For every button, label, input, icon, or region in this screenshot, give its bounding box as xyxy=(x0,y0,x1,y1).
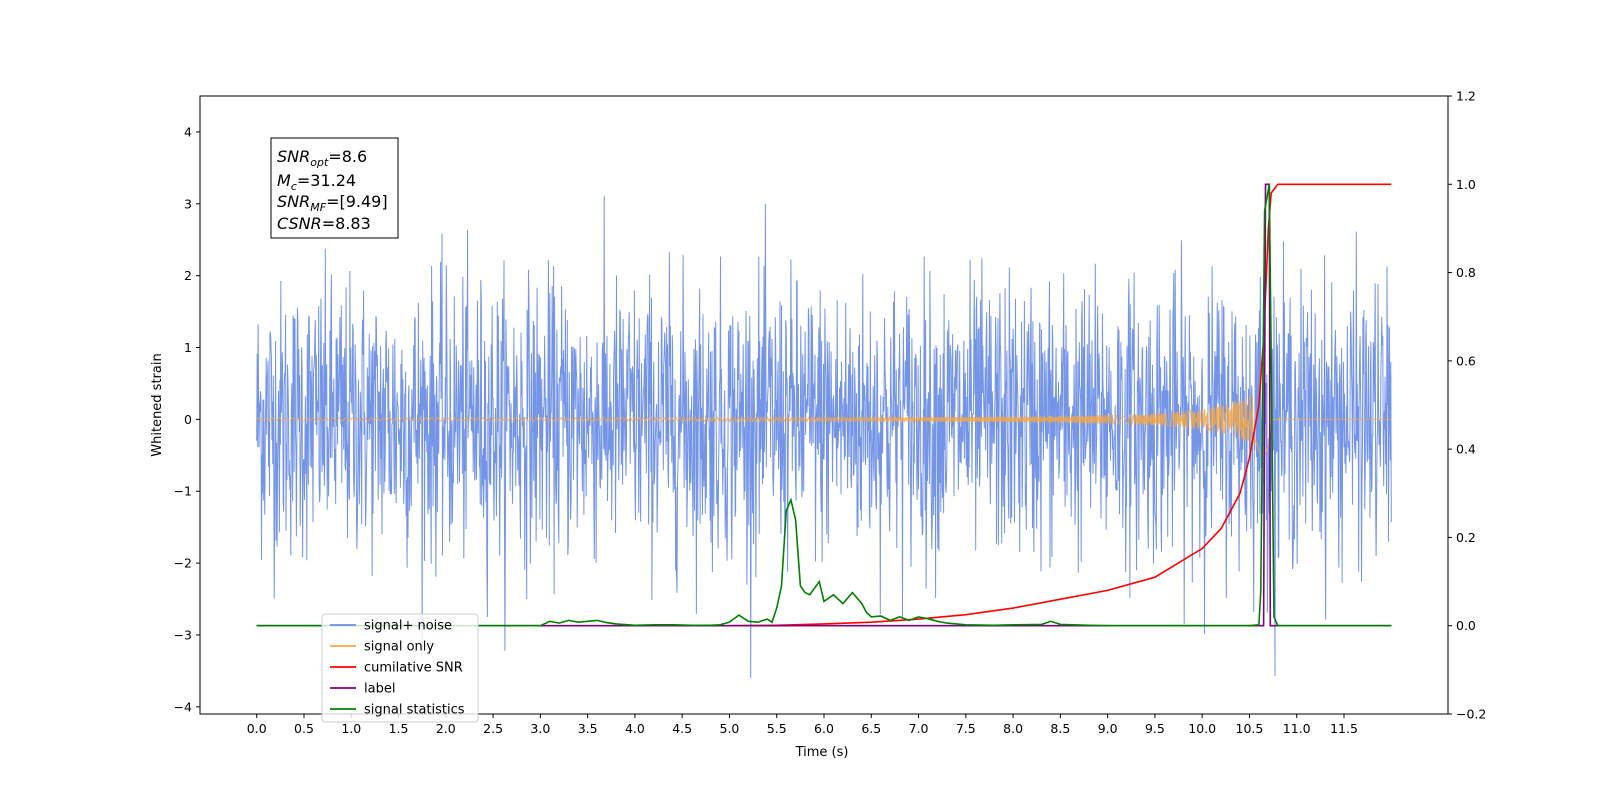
y2-tick-label: 0.0 xyxy=(1456,618,1476,633)
y-axis-label: Whitened strain xyxy=(150,353,165,456)
series-cumilative-snr-line xyxy=(729,183,1392,627)
y-tick-label: 1 xyxy=(184,340,192,355)
series-signal-noise-line xyxy=(256,195,1392,679)
y2-tick-label: 0.4 xyxy=(1456,442,1476,457)
y2-tick-label: −0.2 xyxy=(1456,707,1486,722)
x-tick-label: 8.5 xyxy=(1050,721,1070,736)
annotation-csnr: CSNR=8.83 xyxy=(277,214,371,233)
x-tick-label: 1.0 xyxy=(341,721,361,736)
x-tick-label: 8.0 xyxy=(1003,721,1023,736)
x-tick-label: 10.0 xyxy=(1188,721,1216,736)
x-tick-label: 1.5 xyxy=(389,721,409,736)
annotation-chirp-mass: Mc=31.24 xyxy=(277,171,356,193)
y2-tick-label: 1.2 xyxy=(1456,89,1476,104)
legend-label: label xyxy=(364,682,395,697)
legend-label: signal only xyxy=(364,640,434,655)
x-axis: 0.0 0.5 1.0 1.5 2.0 2.5 3.0 3.5 4.0 4.5 5.0 5.5 6.0 6… xyxy=(247,714,1358,736)
x-tick-label: 3.0 xyxy=(530,721,550,736)
x-tick-label: 4.0 xyxy=(625,721,645,736)
y-tick-label: 0 xyxy=(184,412,192,427)
series-signal-statistics-line xyxy=(256,184,1392,627)
x-tick-label: 2.0 xyxy=(436,721,456,736)
x-tick-label: 0.5 xyxy=(294,721,314,736)
x-axis-label: Time (s) xyxy=(795,745,849,760)
series-layer xyxy=(256,183,1392,679)
y-tick-label: −3 xyxy=(174,627,192,642)
legend-label: signal statistics xyxy=(364,703,465,718)
plot-area xyxy=(199,95,1449,715)
x-tick-label: 7.0 xyxy=(909,721,929,736)
legend: signal+ noise signal only cumilative SNR la… xyxy=(321,613,479,723)
x-tick-label: 5.0 xyxy=(720,721,740,736)
y-tick-label: −1 xyxy=(174,484,192,499)
y-tick-label: −2 xyxy=(174,556,192,571)
y-axis-left: 4 3 2 1 0 −1 −2 −3 −4 xyxy=(174,124,200,714)
y2-tick-label: 0.2 xyxy=(1456,530,1476,545)
annotation-snr-opt: SNRopt=8.6 xyxy=(277,147,367,169)
legend-label: signal+ noise xyxy=(364,619,452,634)
x-tick-label: 9.5 xyxy=(1145,721,1165,736)
y-tick-label: 3 xyxy=(184,196,192,211)
y-tick-label: 2 xyxy=(184,268,192,283)
x-tick-label: 3.5 xyxy=(578,721,598,736)
legend-frame xyxy=(321,613,479,723)
y2-tick-label: 0.8 xyxy=(1456,265,1476,280)
y-tick-label: −4 xyxy=(174,699,192,714)
series-signal-only-line xyxy=(256,393,1392,456)
stats-annotation-box: SNRopt=8.6 Mc=31.24 SNRMF=[9.49] CSNR=8.… xyxy=(270,137,399,239)
y-tick-label: 4 xyxy=(184,124,192,139)
annotation-snr-mf: SNRMF=[9.49] xyxy=(277,192,388,214)
x-tick-label: 5.5 xyxy=(767,721,787,736)
x-tick-label: 4.5 xyxy=(672,721,692,736)
y2-tick-label: 0.6 xyxy=(1456,353,1476,368)
x-tick-label: 6.5 xyxy=(861,721,881,736)
y2-tick-label: 1.0 xyxy=(1456,177,1476,192)
x-tick-label: 7.5 xyxy=(956,721,976,736)
x-tick-label: 11.0 xyxy=(1283,721,1311,736)
x-tick-label: 10.5 xyxy=(1236,721,1264,736)
x-tick-label: 0.0 xyxy=(247,721,267,736)
legend-label: cumilative SNR xyxy=(364,661,463,676)
x-tick-label: 6.0 xyxy=(814,721,834,736)
x-tick-label: 11.5 xyxy=(1330,721,1358,736)
x-tick-label: 9.0 xyxy=(1098,721,1118,736)
x-tick-label: 2.5 xyxy=(483,721,503,736)
y-axis-right: 1.2 1.0 0.8 0.6 0.4 0.2 0.0 −0.2 xyxy=(1448,89,1486,722)
